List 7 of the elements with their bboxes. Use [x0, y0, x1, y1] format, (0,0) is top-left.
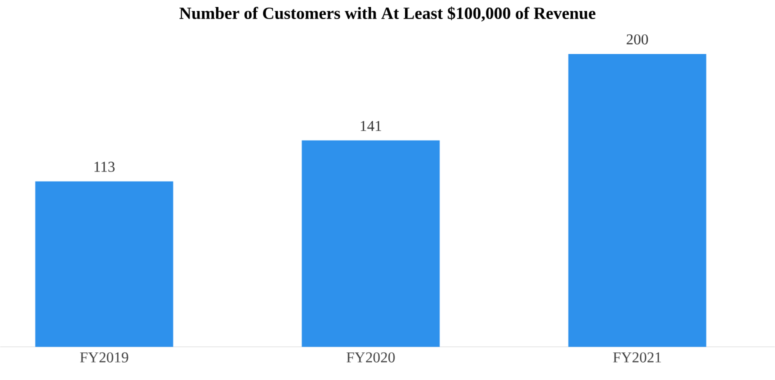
- x-tick-label: FY2019: [80, 352, 128, 363]
- chart-title: Number of Customers with At Least $100,000 of Revenue: [179, 6, 596, 22]
- x-tick-label: FY2020: [346, 352, 395, 363]
- x-tick-label: FY2021: [613, 352, 661, 363]
- data-label: 200: [626, 34, 648, 45]
- data-label: 113: [94, 162, 115, 172]
- data-label: 141: [360, 121, 382, 131]
